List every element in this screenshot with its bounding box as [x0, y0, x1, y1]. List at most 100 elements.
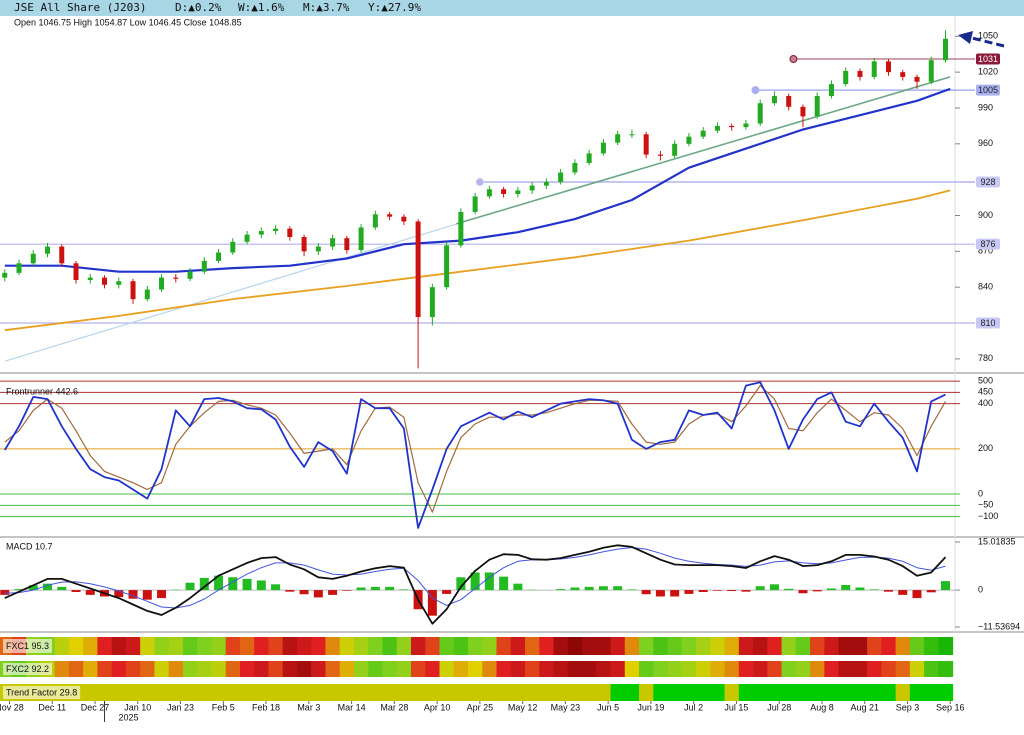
- heat-cell: [140, 661, 155, 677]
- ohlc-text: Open 1046.75 High 1054.87 Low 1046.45 Cl…: [14, 17, 242, 27]
- x-tick-label: Jun 5: [597, 702, 619, 712]
- candle-body: [686, 136, 692, 144]
- trend-cell: [838, 684, 854, 701]
- indicator-line: [4, 385, 947, 513]
- x-tick-label: Aug 21: [850, 702, 879, 712]
- trend-cell: [525, 684, 540, 701]
- candle-body: [800, 106, 806, 117]
- x-tick-label: Jul 2: [684, 702, 703, 712]
- histogram-bar: [71, 590, 81, 592]
- trend-cell: [410, 684, 426, 701]
- overlay-line: [455, 76, 951, 225]
- heat-cell: [125, 637, 141, 655]
- histogram-bar: [142, 590, 152, 600]
- heat-cell: [653, 661, 669, 677]
- trend-cell: [667, 684, 683, 701]
- panel-title: MACD 10.7: [6, 541, 53, 551]
- heat-cell: [268, 637, 284, 655]
- histogram-bar: [684, 590, 694, 594]
- histogram-bar: [798, 590, 808, 594]
- candle-body: [729, 125, 735, 128]
- candle-body: [330, 238, 336, 247]
- candle-body: [814, 96, 820, 117]
- heat-cell: [54, 637, 70, 655]
- y-tick-label: 990: [978, 102, 993, 112]
- histogram-bar: [328, 590, 338, 595]
- heat-cell: [111, 637, 127, 655]
- candle-body: [159, 277, 165, 290]
- heat-cell: [197, 661, 212, 677]
- heat-cell: [168, 637, 184, 655]
- candle-body: [757, 103, 763, 124]
- trend-cell: [254, 684, 269, 701]
- heat-cell: [781, 661, 797, 677]
- candle-body: [173, 277, 179, 279]
- trend-cell: [140, 684, 155, 701]
- histogram-bar: [470, 572, 480, 591]
- candle-body: [558, 172, 564, 183]
- trend-cell: [439, 684, 455, 701]
- heat-cell: [482, 661, 498, 677]
- histogram-bar: [356, 587, 366, 591]
- y-tick-label: 1020: [978, 67, 998, 77]
- overlay-line: [4, 222, 462, 362]
- heat-cell: [83, 637, 98, 655]
- level-label: 1031: [978, 54, 998, 64]
- trend-cell: [553, 684, 569, 701]
- heat-cell: [368, 661, 383, 677]
- y-tick-label: 15.01835: [978, 536, 1016, 546]
- heat-cell: [225, 661, 241, 677]
- trend-cell: [268, 684, 284, 701]
- histogram-bar: [627, 589, 637, 591]
- trend-cell: [781, 684, 797, 701]
- histogram-bar: [114, 590, 124, 598]
- heat-cell: [510, 661, 526, 677]
- heat-cell: [824, 637, 840, 655]
- trend-cell: [567, 684, 583, 701]
- heat-cell: [539, 661, 555, 677]
- trend-cell: [753, 684, 768, 701]
- x-tick-label: Nov 28: [0, 702, 24, 712]
- candle-body: [486, 189, 492, 197]
- heat-cell: [211, 637, 227, 655]
- heat-cell: [339, 637, 355, 655]
- stat-m: M:▲3.7%: [303, 1, 350, 14]
- trend-cell: [510, 684, 526, 701]
- level-anchor: [475, 178, 484, 187]
- histogram-bar: [57, 586, 67, 591]
- x-tick-label: May 23: [551, 702, 581, 712]
- strip-title: FXC1 95.3: [6, 641, 49, 651]
- histogram-bar: [755, 586, 765, 591]
- y-tick-label: 0: [978, 488, 983, 498]
- stat-w: W:▲1.6%: [238, 1, 285, 14]
- candle-body: [2, 272, 8, 278]
- trend-cell: [610, 684, 626, 701]
- x-tick-label: Mar 14: [338, 702, 366, 712]
- trend-cell: [154, 684, 170, 701]
- heat-cell: [724, 637, 740, 655]
- level-box: [976, 176, 1000, 188]
- heat-cell: [425, 661, 440, 677]
- trend-cell: [311, 684, 326, 701]
- histogram-bar: [570, 587, 580, 591]
- heat-cell: [111, 661, 127, 677]
- heat-cell: [339, 661, 355, 677]
- histogram-bar: [299, 590, 309, 595]
- level-label: 810: [980, 318, 995, 328]
- candle-body: [230, 241, 236, 253]
- candle-body: [344, 238, 350, 251]
- trend-cell: [852, 684, 868, 701]
- trend-cell: [710, 684, 726, 701]
- histogram-bar: [898, 590, 908, 595]
- candle-body: [458, 211, 464, 246]
- histogram-bar: [598, 586, 608, 591]
- candle-body: [871, 61, 877, 77]
- heat-cell: [909, 661, 925, 677]
- trend-cell: [624, 684, 640, 701]
- heat-cell: [225, 637, 241, 655]
- y-tick-label: 1050: [978, 31, 998, 41]
- heat-cell: [68, 637, 84, 655]
- heat-cell: [282, 661, 298, 677]
- histogram-bar: [855, 587, 865, 591]
